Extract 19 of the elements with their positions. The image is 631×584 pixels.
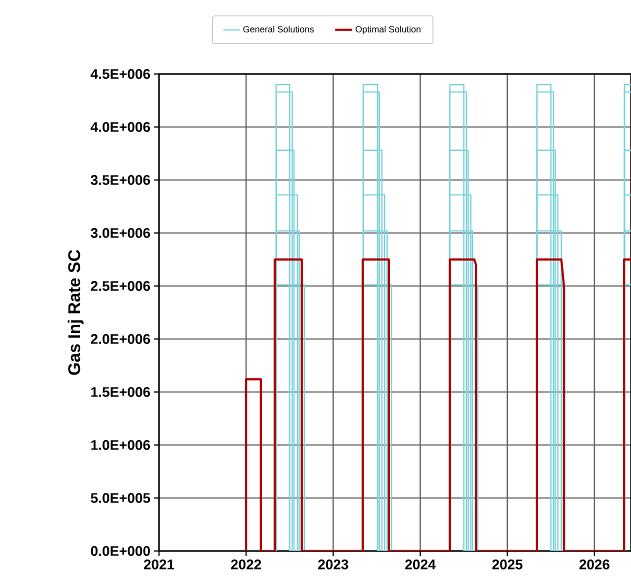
y-axis-title: Gas Inj Rate SC: [68, 250, 84, 375]
legend-label: Optimal Solution: [356, 26, 420, 34]
x-tick-label: 2025: [492, 560, 522, 570]
x-tick-label: 2022: [231, 560, 262, 570]
y-tick-label: 4.0E+006: [90, 122, 150, 132]
y-tick-label: 4.5E+006: [90, 69, 150, 79]
y-tick-label: 3.0E+006: [90, 228, 150, 238]
x-tick-label: 2026: [579, 560, 610, 570]
y-tick-label: 3.5E+006: [90, 175, 150, 185]
x-tick-label: 2021: [144, 560, 174, 570]
y-tick-label: 5.0E+005: [90, 493, 150, 503]
y-tick-label: 1.5E+006: [91, 387, 150, 397]
x-tick-label: 2023: [318, 560, 348, 570]
x-tick-label: 2024: [405, 560, 436, 570]
y-tick-label: 0.0E+000: [90, 546, 150, 556]
y-tick-label: 2.0E+006: [90, 334, 150, 344]
y-tick-label: 1.0E+006: [91, 440, 150, 450]
y-tick-label: 2.5E+006: [90, 281, 150, 291]
legend-label: General Solutions: [243, 26, 314, 32]
